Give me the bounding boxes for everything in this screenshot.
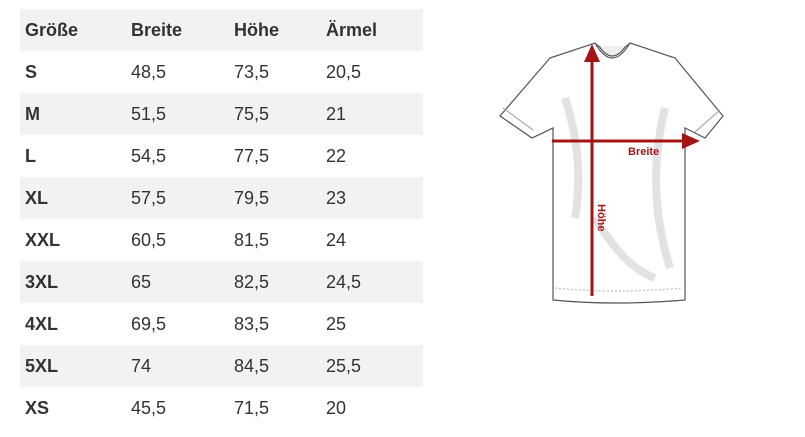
sleeve-cell: 23: [326, 187, 347, 208]
table-row: M 51,5 75,5 21: [20, 93, 423, 135]
table-row: 5XL 74 84,5 25,5: [20, 345, 423, 387]
height-cell: 75,5: [234, 103, 270, 124]
size-cell: 4XL: [25, 313, 59, 334]
height-cell: 73,5: [234, 61, 270, 82]
sleeve-cell: 22: [326, 145, 347, 166]
sleeve-cell: 25,5: [326, 355, 362, 376]
sleeve-cell: 20,5: [326, 61, 362, 82]
width-cell: 54,5: [131, 145, 167, 166]
table-row: XS 45,5 71,5 20: [20, 387, 423, 429]
size-cell: XL: [25, 187, 49, 208]
sleeve-cell: 20: [326, 397, 347, 418]
sleeve-cell: 25: [326, 313, 347, 334]
size-cell: M: [25, 103, 40, 124]
header-size: Größe: [25, 19, 79, 40]
sleeve-cell: 21: [326, 103, 347, 124]
height-cell: 71,5: [234, 397, 270, 418]
size-cell: XXL: [25, 229, 61, 250]
size-cell: 3XL: [25, 271, 59, 292]
header-height: Höhe: [234, 19, 279, 40]
tshirt-icon: [499, 42, 724, 304]
table-row: S 48,5 73,5 20,5: [20, 51, 423, 93]
width-cell: 74: [131, 355, 152, 376]
sleeve-cell: 24,5: [326, 271, 362, 292]
width-cell: 57,5: [131, 187, 167, 208]
size-cell: S: [25, 61, 38, 82]
table-row: XL 57,5 79,5 23: [20, 177, 423, 219]
table-row: 4XL 69,5 83,5 25: [20, 303, 423, 345]
height-cell: 82,5: [234, 271, 270, 292]
width-cell: 45,5: [131, 397, 167, 418]
width-cell: 51,5: [131, 103, 167, 124]
measurement-arrows: [552, 44, 700, 296]
height-cell: 79,5: [234, 187, 270, 208]
table-row: L 54,5 77,5 22: [20, 135, 423, 177]
height-cell: 81,5: [234, 229, 270, 250]
size-chart-table: Größe Breite Höhe Ärmel S 48,5 73,5 20,5 M 51…: [20, 9, 423, 429]
width-cell: 69,5: [131, 313, 167, 334]
height-cell: 77,5: [234, 145, 270, 166]
table-row: 3XL 65 82,5 24,5: [20, 261, 423, 303]
width-cell: 65: [131, 271, 152, 292]
width-cell: 48,5: [131, 61, 167, 82]
header-width: Breite: [131, 19, 183, 40]
size-cell: XS: [25, 397, 50, 418]
sleeve-cell: 24: [326, 229, 347, 250]
header-sleeve: Ärmel: [326, 19, 378, 40]
size-cell: L: [25, 145, 36, 166]
width-cell: 60,5: [131, 229, 167, 250]
width-label: Breite: [628, 146, 659, 158]
height-cell: 83,5: [234, 313, 270, 334]
height-cell: 84,5: [234, 355, 270, 376]
table-header-row: Größe Breite Höhe Ärmel: [20, 9, 423, 51]
height-label: Höhe: [595, 204, 607, 232]
size-cell: 5XL: [25, 355, 59, 376]
table-row: XXL 60,5 81,5 24: [20, 219, 423, 261]
tshirt-diagram: Breite Höhe: [499, 42, 724, 304]
